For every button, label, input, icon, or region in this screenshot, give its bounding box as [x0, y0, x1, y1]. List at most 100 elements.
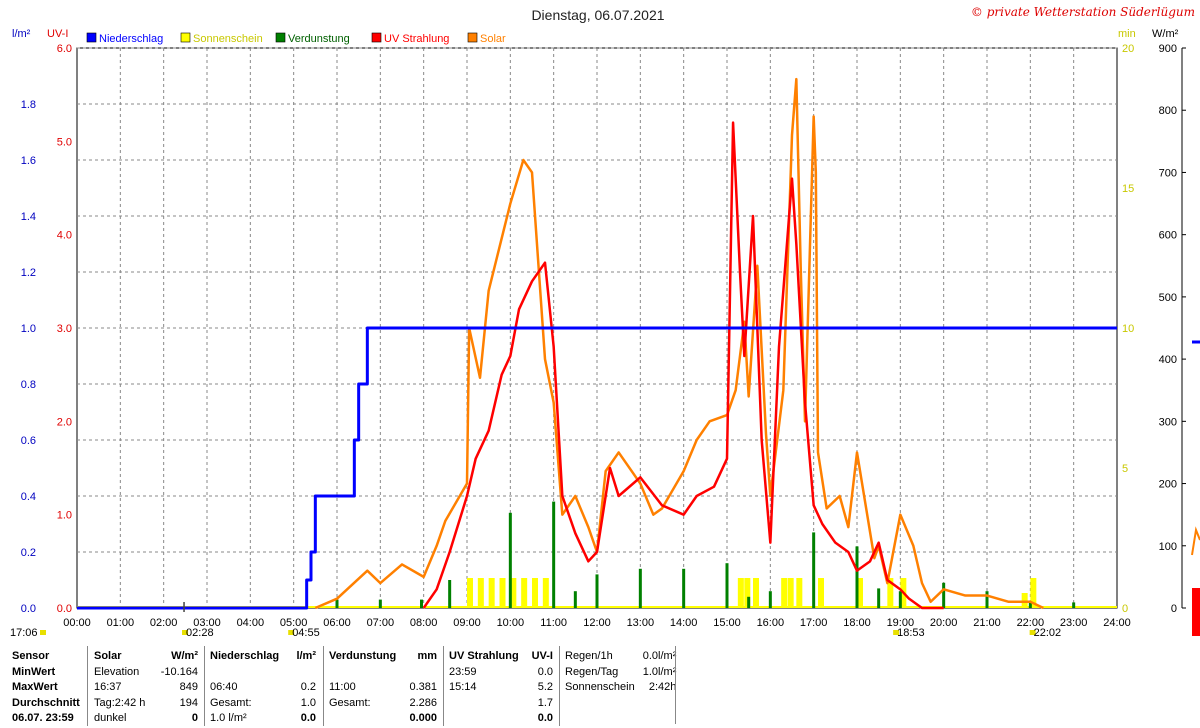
legend-swatch: [467, 32, 478, 43]
y-tick-precip: 1.6: [21, 155, 36, 167]
solar-cell: Elevation: [94, 665, 140, 678]
sunshine-bar: [510, 578, 517, 608]
verdunstung-cell: [325, 666, 404, 682]
verdunstung-cell: [404, 666, 441, 682]
y-tick-precip: 1.8: [21, 99, 36, 111]
time-marker-label: 02:28: [186, 627, 214, 639]
y-tick-solar: 100: [1159, 541, 1177, 553]
time-marker-label: 22:02: [1034, 627, 1062, 639]
solar-cell: 0: [191, 712, 198, 724]
verdunstung-unit: mm: [417, 650, 437, 662]
verdunstung-cell: 11:00: [329, 681, 356, 693]
x-tick-label: 05:00: [280, 617, 308, 629]
y-tick-uv: 3.0: [57, 323, 72, 335]
y-tick-solar: 900: [1159, 43, 1177, 55]
summary-regen: Regen/1h 0.0l/m² Regen/Tag 1.0l/m² Sonnens…: [561, 650, 676, 697]
x-tick-label: 07:00: [367, 617, 395, 629]
summary-uv: UV Strahlung UV-I 23:59 0.0 15:14 5.2 1.7 0…: [445, 650, 557, 728]
solar-cell: Tag:2:42 h: [94, 696, 146, 709]
verdunstung-cell: 2.286: [409, 696, 437, 709]
regen-cell: Regen/Tag: [565, 665, 619, 678]
time-marker-label: 18:53: [897, 627, 925, 639]
regen-cell: Sonnenschein: [565, 681, 635, 693]
time-marker-flag: [288, 630, 295, 635]
y-tick-solar: 600: [1159, 230, 1177, 242]
label-max: MaxWert: [12, 681, 58, 693]
legend-swatch: [180, 32, 191, 43]
sunshine-bar: [744, 578, 751, 608]
summary-verdunstung: Verdunstung mm 11:00 0.381 Gesamt: 2.286 0.…: [325, 650, 441, 728]
evaporation-bar: [378, 599, 382, 608]
y-tick-solar: 400: [1159, 354, 1177, 366]
x-tick-label: 15:00: [713, 617, 741, 629]
uv-cell: 23:59: [449, 665, 477, 678]
series-lines: [77, 77, 1117, 610]
evaporation-bar: [942, 582, 946, 608]
x-tick-label: 16:00: [757, 617, 785, 629]
uv-cell: [445, 697, 526, 713]
y-tick-precip: 0.2: [21, 547, 36, 559]
verdunstung-header: Verdunstung: [329, 650, 397, 662]
evaporation-bar: [552, 501, 556, 608]
niederschlag-cell: 1.0 l/m²: [210, 712, 247, 724]
y-tick-solar: 300: [1159, 416, 1177, 428]
sunshine-bar: [857, 578, 863, 608]
y-tick-sun: 20: [1122, 43, 1134, 55]
x-tick-label: 19:00: [887, 617, 915, 629]
legend-swatch: [371, 32, 382, 43]
evaporation-bar: [898, 591, 902, 608]
legend-label: Verdunstung: [288, 33, 350, 45]
x-tick-label: 13:00: [627, 617, 655, 629]
y-tick-solar: 0: [1171, 603, 1177, 615]
sunshine-bar: [477, 578, 484, 608]
summary-solar: Solar W/m² Elevation -10.164 16:37 849 Tag:…: [90, 650, 202, 728]
y-tick-solar: 700: [1159, 167, 1177, 179]
time-marker-flag: [40, 630, 46, 635]
axis-unit-precip: l/m²: [12, 28, 31, 40]
y-tick-precip: 0.8: [21, 379, 36, 391]
y-tick-uv: 4.0: [57, 230, 72, 242]
x-tick-label: 21:00: [973, 617, 1001, 629]
y-tick-uv: 2.0: [57, 416, 72, 428]
axes: 00:00 01:00 02:00 03:00 04:00 05:00 06:00 07:00…: [21, 43, 1186, 629]
time-marker-label: 17:06: [10, 627, 38, 639]
y-tick-sun: 10: [1122, 323, 1134, 335]
uv-cell: 0.0: [537, 665, 553, 678]
sunshine-bar: [532, 578, 538, 608]
time-marker-flag: [893, 630, 900, 635]
x-tick-label: 01:00: [107, 617, 135, 629]
uv-cell: [445, 712, 526, 728]
x-tick-label: 18:00: [843, 617, 871, 629]
evaporation-bar: [638, 568, 642, 608]
niederschlag-cell: 0.0: [300, 712, 316, 724]
sunshine-bar: [1021, 593, 1028, 608]
y-tick-precip: 0.0: [21, 603, 36, 615]
y-tick-sun: 5: [1122, 463, 1128, 475]
solar-cell: -10.164: [160, 665, 198, 678]
regen-cell: 2:42h: [648, 681, 677, 693]
uv-cell: 1.7: [537, 696, 553, 709]
evaporation-bar: [682, 568, 686, 608]
summary-labels: Sensor MinWert MaxWert Durchschnitt 06.0…: [8, 650, 84, 728]
weather-chart: Dienstag, 06.07.2021 © private Wettersta…: [10, 5, 1200, 639]
legend-label: Niederschlag: [99, 33, 163, 45]
sunshine-bar: [488, 578, 495, 608]
axis-unit-uv: UV-I: [47, 28, 68, 40]
label-sensor: Sensor: [12, 650, 50, 662]
regen-cell: 0.0l/m²: [642, 650, 677, 662]
y-tick-uv: 5.0: [57, 136, 72, 148]
evaporation-bar: [1028, 602, 1032, 608]
x-tick-label: 04:00: [237, 617, 265, 629]
sunshine-bar: [796, 578, 803, 608]
x-tick-label: 06:00: [323, 617, 351, 629]
series-line-uv-strahlung: [422, 121, 944, 610]
solar-header: Solar: [94, 650, 122, 662]
summary-niederschlag: Niederschlag l/m² 06:40 0.2 Gesamt: 1.0 1.0…: [206, 650, 320, 728]
sunshine-bar: [787, 578, 794, 608]
x-tick-label: 10:00: [497, 617, 525, 629]
regen-cell: 1.0l/m²: [642, 665, 677, 678]
x-tick-label: 14:00: [670, 617, 698, 629]
time-marker-label: 04:55: [292, 627, 320, 639]
axis-unit-sun: min: [1118, 28, 1136, 40]
side-solar-mark: [1191, 526, 1200, 556]
